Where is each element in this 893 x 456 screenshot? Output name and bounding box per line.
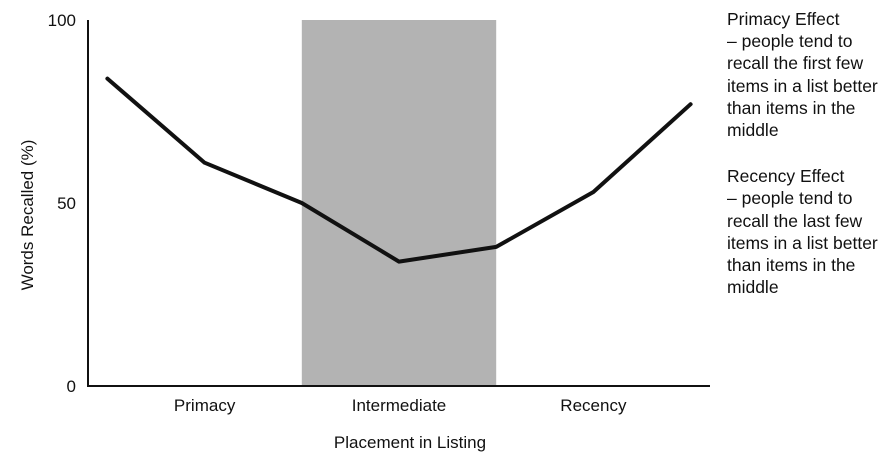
category-label-recency: Recency [560,396,627,415]
recency-effect-text: – people tend to recall the last few ite… [727,188,878,298]
recall-series-line [105,76,693,264]
category-labels: Primacy Intermediate Recency [174,396,627,415]
primacy-effect-note: Primacy Effect – people tend to recall t… [727,8,892,141]
recency-effect-note: Recency Effect – people tend to recall t… [727,165,892,298]
x-axis-label: Placement in Listing [334,433,486,452]
primacy-effect-title: Primacy Effect [727,9,840,29]
annotation-panel: Primacy Effect – people tend to recall t… [727,8,892,298]
primacy-effect-text: – people tend to recall the first few it… [727,31,878,141]
y-tick-label: 100 [48,11,76,30]
y-axis-label: Words Recalled (%) [18,140,37,291]
intermediate-highlight-band [301,20,497,386]
y-tick-labels: 0 50 100 [48,11,76,396]
y-tick-label: 50 [57,194,76,213]
category-label-primacy: Primacy [174,396,236,415]
y-tick-label: 0 [67,377,76,396]
recency-effect-title: Recency Effect [727,166,845,187]
category-label-intermediate: Intermediate [352,396,447,415]
